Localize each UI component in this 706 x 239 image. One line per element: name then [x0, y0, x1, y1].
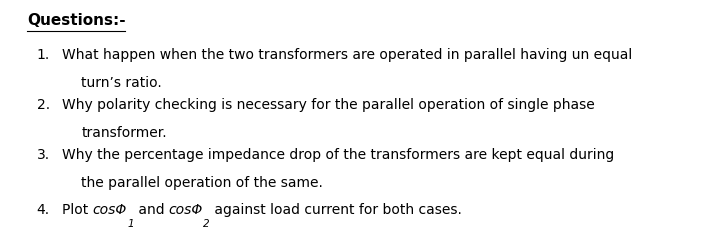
Text: 4.: 4.	[37, 203, 50, 217]
Text: cosΦ: cosΦ	[92, 203, 127, 217]
Text: Why the percentage impedance drop of the transformers are kept equal during: Why the percentage impedance drop of the…	[62, 148, 614, 162]
Text: turn’s ratio.: turn’s ratio.	[81, 76, 162, 90]
Text: 2.: 2.	[37, 98, 50, 112]
Text: and: and	[133, 203, 169, 217]
Text: the parallel operation of the same.: the parallel operation of the same.	[81, 176, 323, 190]
Text: 3.: 3.	[37, 148, 50, 162]
Text: 1.: 1.	[37, 48, 50, 62]
Text: transformer.: transformer.	[81, 126, 167, 140]
Text: Plot: Plot	[62, 203, 92, 217]
Text: 2: 2	[203, 219, 210, 229]
Text: Questions:-: Questions:-	[27, 13, 126, 28]
Text: Why polarity checking is necessary for the parallel operation of single phase: Why polarity checking is necessary for t…	[62, 98, 595, 112]
Text: against load current for both cases.: against load current for both cases.	[210, 203, 462, 217]
Text: What happen when the two transformers are operated in parallel having un equal: What happen when the two transformers ar…	[62, 48, 633, 62]
Text: cosΦ: cosΦ	[169, 203, 203, 217]
Text: 1: 1	[127, 219, 133, 229]
